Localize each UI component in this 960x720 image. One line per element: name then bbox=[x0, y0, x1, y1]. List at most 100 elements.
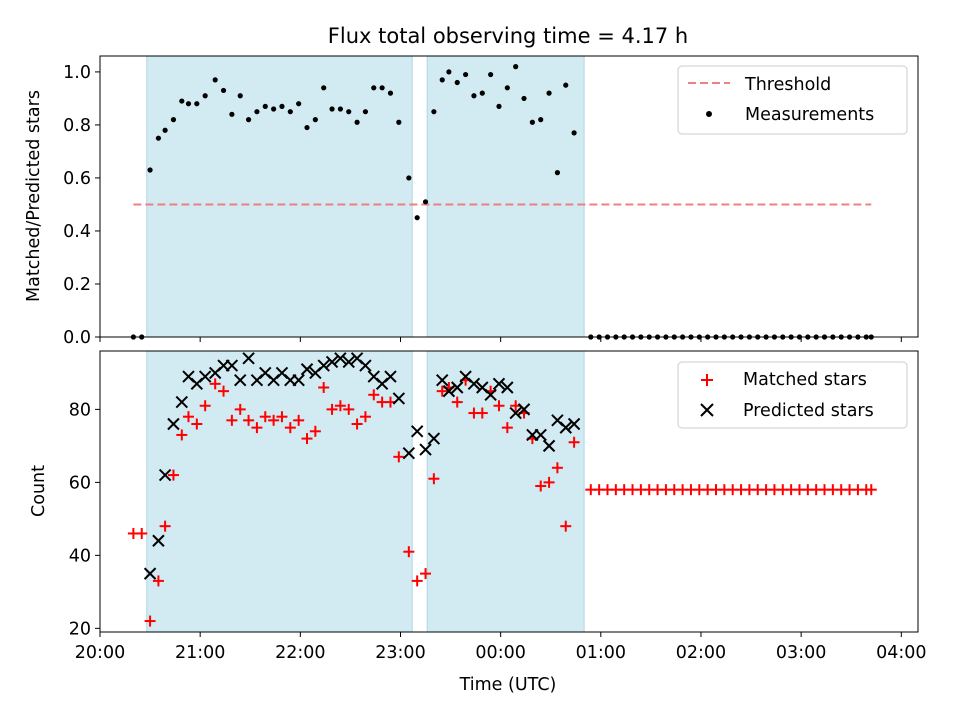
x-tick-label: 00:00 bbox=[475, 643, 525, 663]
legend-matched-swatch bbox=[701, 374, 713, 386]
predicted-star-point bbox=[198, 370, 212, 383]
measurement-point bbox=[185, 101, 192, 107]
measurement-point bbox=[362, 109, 369, 115]
measurement-point bbox=[371, 85, 377, 91]
matched-star-point bbox=[318, 381, 330, 393]
matched-star-point bbox=[865, 484, 877, 496]
chart-title: Flux total observing time = 4.17 h bbox=[328, 24, 688, 48]
matched-star-point bbox=[159, 520, 171, 532]
matched-star-point bbox=[411, 575, 423, 587]
matched-star-point bbox=[428, 473, 440, 485]
matched-star-point bbox=[551, 462, 563, 474]
predicted-star-point bbox=[342, 355, 355, 369]
matched-star-point bbox=[543, 476, 555, 488]
legend-predicted-swatch bbox=[700, 403, 714, 417]
x-tick-label: 20:00 bbox=[75, 643, 125, 663]
predicted-star-point bbox=[359, 359, 372, 372]
measurement-point bbox=[329, 106, 335, 112]
matched-star-point bbox=[176, 429, 188, 441]
matched-star-point bbox=[276, 411, 288, 423]
x-tick-label: 23:00 bbox=[375, 643, 425, 663]
measurement-point bbox=[538, 117, 544, 123]
legend-matched-label: Matched stars bbox=[743, 370, 867, 390]
matched-star-point bbox=[293, 414, 305, 426]
x-tick-label: 04:00 bbox=[876, 643, 926, 663]
x-axis-label: Time (UTC) bbox=[459, 675, 557, 695]
matched-star-point bbox=[343, 403, 355, 415]
matched-star-point bbox=[436, 385, 448, 397]
top-axis-ticks: 0.0 0.2 0.4 0.6 0.8 1.0 bbox=[63, 63, 902, 348]
predicted-star-point bbox=[534, 428, 547, 442]
bottom-legend: Matched stars Predicted stars bbox=[677, 361, 908, 429]
bottom-plot-frame bbox=[99, 350, 919, 633]
measurement-point bbox=[446, 69, 452, 75]
measurement-point bbox=[229, 111, 235, 117]
x-tick-label: 02:00 bbox=[676, 643, 726, 663]
matched-star-point bbox=[284, 422, 296, 434]
measurement-point bbox=[521, 95, 527, 102]
legend-measurements-swatch bbox=[706, 111, 712, 117]
measurement-point bbox=[496, 103, 502, 109]
top-legend: Threshold Measurements bbox=[677, 65, 908, 135]
legend-predicted-label: Predicted stars bbox=[743, 401, 874, 421]
measurement-point bbox=[279, 103, 285, 109]
predicted-star-point bbox=[517, 403, 531, 416]
matched-star-point bbox=[568, 436, 580, 448]
predicted-stars-points bbox=[143, 352, 581, 580]
measurement-point bbox=[479, 90, 485, 96]
measurement-point bbox=[571, 130, 577, 136]
matched-star-point bbox=[182, 411, 194, 423]
measurement-point bbox=[387, 90, 394, 96]
measurement-point bbox=[245, 117, 252, 123]
predicted-star-point bbox=[152, 534, 165, 547]
predicted-star-point bbox=[158, 468, 172, 482]
predicted-star-point bbox=[442, 384, 456, 398]
y-tick-label: 80 bbox=[69, 400, 91, 420]
measurement-point bbox=[312, 117, 318, 123]
predicted-star-point bbox=[436, 373, 449, 387]
y-tick-label: 0.0 bbox=[63, 328, 91, 348]
predicted-star-point bbox=[325, 355, 339, 369]
measurement-point bbox=[162, 127, 168, 133]
predicted-star-point bbox=[225, 359, 239, 372]
matched-star-point bbox=[326, 403, 338, 415]
measurement-point bbox=[296, 101, 302, 107]
matched-star-point bbox=[476, 407, 488, 419]
legend-measurements-label: Measurements bbox=[745, 105, 874, 125]
predicted-star-point bbox=[402, 446, 416, 460]
y-tick-label: 60 bbox=[69, 473, 91, 493]
matched-star-point bbox=[218, 385, 230, 397]
measurement-point bbox=[396, 119, 402, 125]
measurement-point bbox=[202, 93, 208, 99]
matched-star-point bbox=[136, 527, 148, 539]
matched-star-point bbox=[152, 575, 164, 587]
predicted-star-point bbox=[167, 417, 180, 431]
measurement-point bbox=[237, 93, 243, 99]
bottom-panel: 20 40 60 80 20:00 21:00 22:00 23:00 00:00 01:00 02… bbox=[29, 350, 927, 695]
predicted-star-point bbox=[542, 439, 556, 453]
predicted-star-point bbox=[501, 381, 514, 394]
measurement-point bbox=[147, 167, 153, 173]
matched-stars-points bbox=[127, 374, 877, 627]
top-legend-box bbox=[677, 65, 908, 135]
top-shaded-regions bbox=[146, 55, 585, 338]
matched-star-point bbox=[226, 414, 238, 426]
x-tick-label: 22:00 bbox=[275, 643, 325, 663]
shaded-interval bbox=[426, 350, 585, 633]
measurement-point bbox=[194, 101, 200, 107]
shaded-interval bbox=[146, 350, 413, 633]
predicted-star-point bbox=[292, 373, 305, 387]
matched-star-point bbox=[493, 400, 505, 412]
measurement-point bbox=[170, 117, 177, 123]
matched-star-point bbox=[403, 546, 415, 558]
predicted-star-point bbox=[567, 417, 581, 431]
matched-star-point bbox=[209, 378, 221, 390]
measurement-point bbox=[262, 103, 268, 109]
matched-star-point bbox=[351, 418, 363, 430]
y-tick-label: 20 bbox=[69, 619, 91, 639]
measurement-point bbox=[546, 90, 552, 96]
measurement-point bbox=[471, 93, 477, 99]
bottom-y-axis-label: Count bbox=[29, 465, 49, 517]
predicted-star-point bbox=[484, 388, 497, 401]
y-tick-label: 0.4 bbox=[63, 222, 91, 242]
